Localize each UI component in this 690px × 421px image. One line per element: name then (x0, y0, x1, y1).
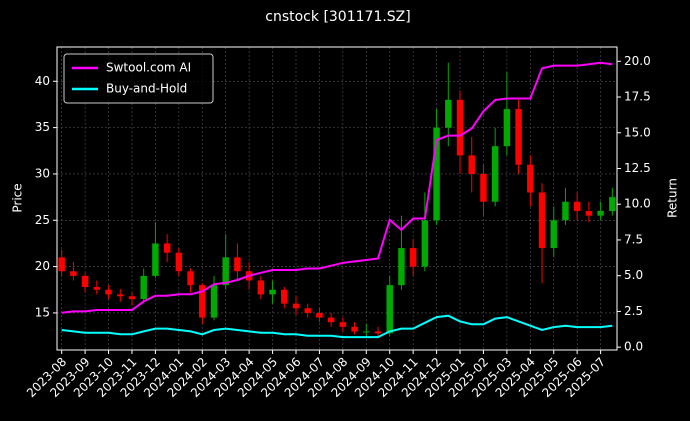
candle-body (515, 109, 522, 165)
candle-body (503, 109, 511, 147)
y-axis-label: Price (11, 183, 25, 212)
candle-body (316, 312, 323, 318)
candle-body (609, 197, 616, 212)
y2-tick-label: 12.5 (624, 161, 651, 175)
candle-body (468, 155, 475, 174)
candle-body (327, 317, 335, 323)
candle-body (562, 201, 569, 221)
legend-box (63, 53, 214, 104)
candle-body (292, 303, 300, 309)
y2-tick-label: 0.0 (624, 340, 643, 354)
y-tick-label: 40 (35, 74, 50, 88)
candle-body (363, 331, 370, 333)
candle-body (163, 243, 171, 253)
candle-body (175, 252, 183, 272)
candle-body (339, 322, 347, 327)
candle-body (281, 289, 288, 304)
candle-body (304, 308, 311, 313)
candle-body (210, 285, 218, 318)
y2-tick-label: 10.0 (624, 197, 651, 211)
candle-body (398, 248, 405, 286)
candle-body (58, 257, 65, 272)
candle-body (374, 331, 382, 334)
y-tick-label: 15 (35, 305, 50, 319)
candle-body (199, 285, 206, 318)
chart-title: cnstock [301171.SZ] (265, 9, 410, 25)
candle-body (152, 243, 159, 276)
plot-frame (56, 46, 618, 351)
candle-body (456, 99, 464, 156)
candle-body (491, 146, 499, 202)
candle-body (93, 286, 101, 290)
legend-label: Buy-and-Hold (106, 82, 187, 96)
candle-body (117, 294, 124, 297)
candle-body (257, 280, 265, 295)
y-tick-label: 25 (35, 213, 50, 227)
y-tick-label: 30 (35, 166, 50, 180)
candle-body (105, 289, 112, 295)
candle-body (222, 257, 229, 286)
candle-body (409, 248, 417, 267)
candle-body (550, 220, 557, 249)
y2-axis-label: Return (666, 178, 680, 218)
candle-body (351, 326, 358, 332)
candle-body (187, 271, 194, 286)
y2-tick-label: 15.0 (624, 125, 651, 139)
y2-tick-label: 17.5 (624, 90, 651, 104)
candle-body (128, 296, 136, 300)
candle-body (433, 127, 440, 221)
candle-body (234, 257, 241, 272)
legend-label: Swtool.com AI (106, 61, 191, 75)
candle-body (480, 173, 487, 202)
y2-tick-label: 20.0 (624, 54, 651, 68)
y-tick-label: 35 (35, 120, 50, 134)
candle-body (573, 201, 581, 212)
candle-body (445, 99, 452, 128)
candle-body (527, 164, 534, 193)
candle-body (269, 289, 276, 295)
candle-body (81, 275, 89, 287)
y2-tick-label: 5.0 (624, 268, 643, 282)
candle-body (538, 192, 546, 249)
candle-body (140, 275, 147, 300)
candle-body (597, 211, 604, 216)
y-tick-label: 20 (35, 259, 50, 273)
candle-body (421, 220, 429, 267)
candle-body (70, 271, 77, 276)
return-line (61, 61, 613, 314)
candle-body (585, 211, 593, 216)
y2-tick-label: 7.5 (624, 232, 643, 246)
y2-tick-label: 2.5 (624, 304, 643, 318)
return-line (61, 314, 613, 339)
candle-body (386, 285, 393, 334)
